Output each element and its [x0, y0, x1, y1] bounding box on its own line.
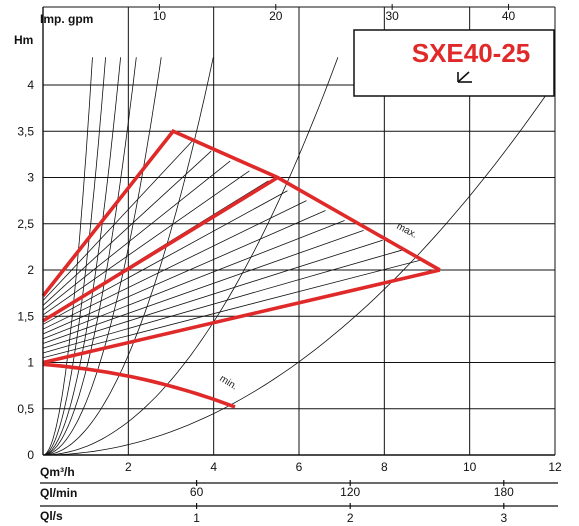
system-curve	[42, 57, 339, 456]
speed-line	[42, 210, 326, 335]
y-tick-label: 2	[27, 263, 34, 277]
gpm-tick-label: 40	[502, 9, 516, 23]
system-curve	[42, 57, 121, 456]
y-tick-label: 1,5	[17, 309, 34, 323]
x-tick-label: 2	[125, 460, 132, 474]
y-tick-label: 4	[27, 78, 34, 92]
ls-tick-label: 2	[347, 511, 354, 525]
curve-min.	[42, 362, 236, 409]
model-title: SXE40-25	[412, 38, 531, 68]
speed-line	[42, 259, 421, 359]
curve-max.	[41, 129, 441, 298]
speed-line	[42, 170, 250, 316]
y-axis-label: Hm	[14, 33, 33, 47]
y-tick-label: 1	[27, 356, 34, 370]
y-tick-label: 0,5	[17, 402, 34, 416]
curve-line-1	[42, 175, 279, 323]
gpm-tick-label: 30	[385, 9, 399, 23]
min-curve-label: min.	[217, 373, 239, 392]
speed-line	[42, 249, 402, 354]
speed-line	[42, 229, 364, 344]
lmin-tick-label: 120	[340, 485, 360, 499]
speed-line	[42, 140, 193, 301]
y-tick-label: 3	[27, 171, 34, 185]
arrow-down-left-icon	[457, 71, 472, 83]
system-curve	[42, 57, 214, 456]
speed-line	[42, 160, 231, 311]
gpm-tick-label: 20	[269, 9, 283, 23]
curve-line-2	[42, 268, 441, 365]
model-badge: SXE40-25	[353, 29, 555, 97]
y-tick-label: 0	[27, 448, 34, 462]
x-axis-label-m3h: Qm³/h	[40, 465, 75, 479]
y-tick-label: 3,5	[17, 124, 34, 138]
speed-line	[42, 239, 383, 349]
speed-line	[42, 150, 212, 306]
system-curve	[42, 81, 556, 456]
speed-lines	[42, 140, 421, 359]
system-curve	[42, 57, 162, 456]
lmin-tick-label: 180	[494, 485, 514, 499]
lmin-tick-label: 60	[190, 485, 204, 499]
x-tick-label: 10	[463, 460, 477, 474]
x-tick-label: 8	[381, 460, 388, 474]
axes	[40, 4, 558, 509]
speed-line	[42, 190, 288, 325]
gpm-tick-label: 10	[153, 9, 167, 23]
x-tick-label: 6	[296, 460, 303, 474]
speed-line	[42, 220, 345, 340]
system-curve	[42, 57, 137, 456]
speed-line	[42, 200, 307, 330]
performance-curves	[41, 129, 441, 409]
x-tick-label: 12	[548, 460, 562, 474]
x-tick-label: 4	[210, 460, 217, 474]
ls-tick-label: 1	[193, 511, 200, 525]
x-axis-label-lmin: Ql/min	[40, 486, 77, 500]
ls-tick-label: 3	[500, 511, 507, 525]
x-axis-label-ls: Ql/s	[40, 509, 63, 523]
y-tick-label: 2,5	[17, 217, 34, 231]
x-axis-label-gpm: Imp. gpm	[40, 12, 93, 26]
